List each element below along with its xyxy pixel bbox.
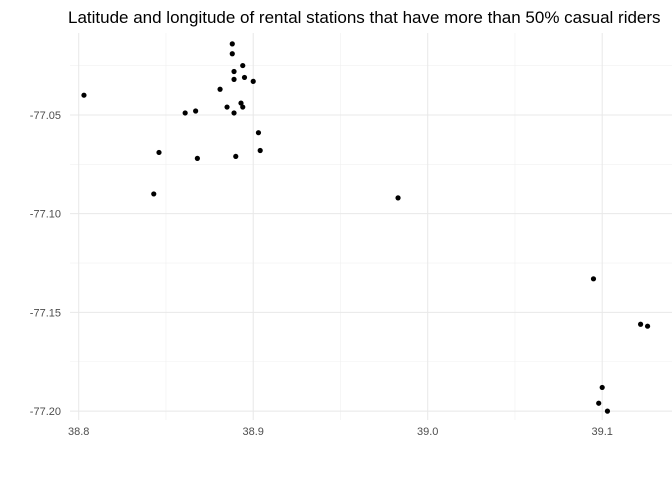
chart-title: Latitude and longitude of rental station… [68, 8, 661, 27]
data-point [194, 155, 200, 161]
data-point [231, 68, 237, 75]
y-axis-ticks: -77.05 -77.10 -77.15 -77.20 [30, 110, 61, 418]
data-point [81, 92, 87, 98]
x-tick-label: 39.1 [591, 426, 612, 438]
data-point [217, 86, 223, 92]
data-point [224, 104, 230, 110]
data-point [233, 153, 239, 160]
data-point [229, 41, 235, 47]
data-point [151, 191, 157, 197]
data-point [229, 51, 235, 57]
data-point [255, 130, 262, 136]
data-point [637, 321, 644, 327]
data-point [182, 110, 188, 116]
y-tick-label: -77.15 [30, 307, 61, 319]
data-point [599, 384, 605, 391]
data-point [596, 400, 602, 406]
data-point [238, 100, 244, 106]
data-point [193, 108, 199, 114]
data-point [231, 76, 237, 83]
data-point [240, 104, 246, 110]
data-point [644, 323, 651, 329]
x-tick-label: 39.0 [417, 426, 438, 438]
data-point [257, 147, 263, 154]
x-axis-ticks: 38.8 38.9 39.0 39.1 [68, 426, 613, 438]
x-tick-label: 38.9 [243, 426, 264, 438]
y-tick-label: -77.05 [30, 110, 61, 122]
data-point [604, 408, 611, 414]
plot-grid [70, 33, 672, 420]
data-point [240, 62, 246, 69]
data-point [241, 74, 248, 81]
data-points [81, 41, 651, 414]
x-tick-label: 38.8 [68, 426, 89, 438]
data-point [250, 78, 256, 84]
data-point [590, 276, 597, 282]
data-point [156, 149, 162, 156]
y-tick-label: -77.10 [30, 209, 61, 221]
data-point [231, 110, 237, 116]
data-point [395, 195, 401, 201]
y-tick-label: -77.20 [30, 406, 61, 418]
